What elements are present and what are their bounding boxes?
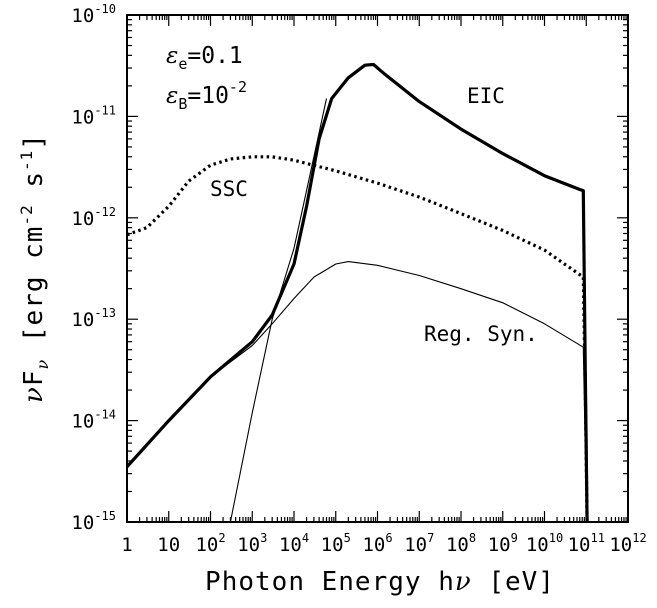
x-tick-label: 1010 [526,531,563,556]
x-tick-label: 1012 [609,531,646,556]
y-tick-label: 10-15 [71,509,116,534]
plot-frame [126,14,629,523]
x-tick-label: 10 [157,534,180,556]
y-tick-label: 10-13 [71,306,116,331]
param-epsilon-e: εe=0.1 [166,43,243,73]
y-tick-label: 10-14 [71,408,116,433]
x-tick-label: 106 [362,531,392,556]
x-tick-label: 102 [195,531,225,556]
x-tick-label: 107 [404,531,434,556]
x-tick-label: 1011 [568,531,605,556]
x-tick-label: 105 [321,531,351,556]
curves-layer [125,62,589,523]
series-curve-ssc [126,155,589,523]
y-tick-label: 10-12 [71,205,116,230]
x-tick-label: 104 [279,531,309,556]
annotation-reg-syn: Reg. Syn. [424,322,538,346]
y-tick-label: 10-10 [71,2,116,27]
y-axis-title: νFν [erg cm-2 s-1] [17,133,52,403]
x-tick-label: 108 [446,531,476,556]
x-tick-label: 1 [121,534,132,556]
labels-layer: 1 10 102 103 104 105 106 107 108 109 1010 1011 1012 1… [71,2,646,556]
x-tick-label: 103 [237,531,267,556]
series-curve-component [229,98,328,523]
series-curve-reg-syn [126,261,588,523]
x-axis-title: Photon Energy hν [eV] [205,567,555,597]
annotation-ssc: SSC [210,177,248,201]
annotation-eic: EIC [467,84,505,108]
y-tick-label: 10-11 [71,103,116,128]
series-curve-eic [125,62,589,523]
param-epsilon-b: εB=10-2 [166,78,247,113]
x-tick-label: 109 [488,531,518,556]
